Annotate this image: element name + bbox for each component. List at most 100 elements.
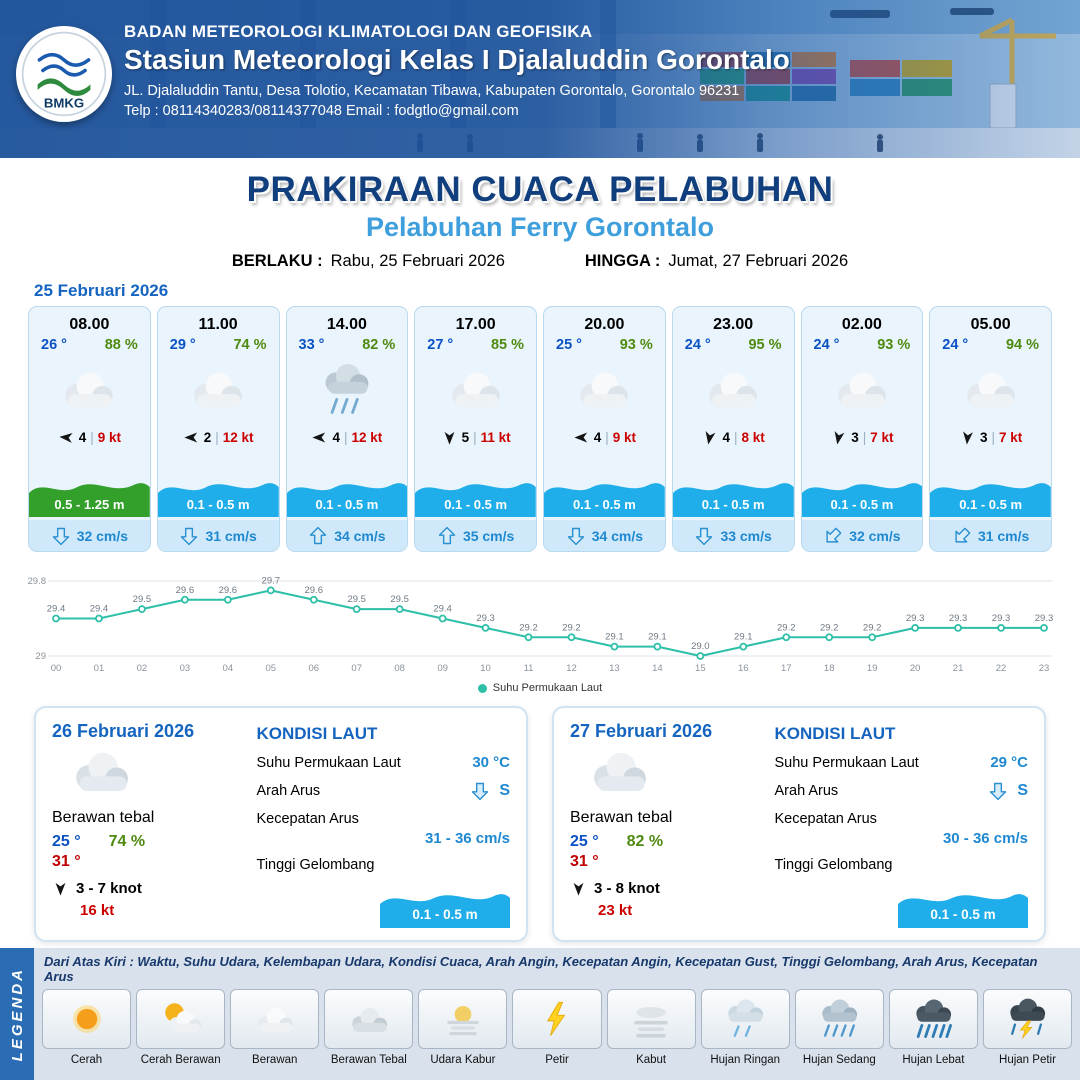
- svg-text:15: 15: [695, 663, 706, 674]
- svg-text:29.8: 29.8: [28, 576, 47, 587]
- current-compass: S: [1017, 782, 1028, 799]
- bmkg-logo-text: BMKG: [44, 95, 84, 110]
- legend-label: Udara Kabur: [430, 1054, 496, 1066]
- legend-label: Cerah: [70, 1054, 103, 1066]
- legend-item-cerah: Cerah: [42, 989, 132, 1066]
- petir-icon: [546, 1001, 566, 1036]
- sst-label: Suhu Permukaan Laut: [256, 754, 401, 771]
- bmkg-logo: BMKG: [16, 26, 112, 122]
- wave-height-band: 0.1 - 0.5 m: [801, 471, 923, 517]
- weather-icon-box: [829, 353, 895, 429]
- legend-note: Dari Atas Kiri : Waktu, Suhu Udara, Kele…: [44, 954, 1038, 984]
- temp-humidity-row: 24 ° 94 %: [930, 334, 1051, 353]
- legend-label: Petir: [545, 1054, 569, 1066]
- separator: |: [90, 430, 94, 445]
- daily-forecast-row: 26 Februari 2026 Berawan tebal 25 ° 74 %…: [34, 706, 1046, 942]
- humidity: 93 %: [877, 337, 911, 353]
- wind-row: 4 | 9 kt: [573, 429, 636, 446]
- wave-height: 0.1 - 0.5 m: [830, 497, 894, 512]
- legend-item-udara-kabur: Udara Kabur: [418, 989, 508, 1066]
- wind-gust: 12 kt: [222, 430, 254, 445]
- legend-dot-icon: [477, 683, 487, 693]
- wave-height: 0.1 - 0.5 m: [930, 907, 996, 922]
- svg-text:29.0: 29.0: [691, 641, 710, 652]
- station-name: Stasiun Meteorologi Kelas I Djalaluddin …: [124, 44, 790, 75]
- separator: |: [733, 430, 738, 445]
- current-compass: S: [499, 782, 510, 799]
- svg-text:29.1: 29.1: [734, 632, 753, 643]
- wind-direction-icon: [573, 882, 584, 896]
- svg-text:29.5: 29.5: [347, 594, 366, 605]
- svg-text:29.4: 29.4: [433, 604, 452, 615]
- weather-icon-box: [571, 353, 637, 429]
- current-dir-label: Arah Arus: [256, 783, 321, 799]
- wind-speed: 3: [979, 430, 988, 445]
- current-dir-value: S: [988, 781, 1028, 801]
- min-temp: 25 °: [570, 833, 599, 850]
- legend-label: Cerah Berawan: [140, 1054, 221, 1066]
- wind-direction-icon: [59, 433, 73, 443]
- current-direction-icon: [52, 527, 69, 545]
- svg-text:29.2: 29.2: [820, 622, 839, 633]
- daily-humidity: 82 %: [626, 833, 664, 850]
- time-label: 23.00: [713, 316, 754, 333]
- legend-label: Kabut: [636, 1054, 667, 1066]
- separator: |: [343, 430, 348, 445]
- legend-sidebar-label: LEGENDA: [8, 966, 26, 1062]
- svg-text:29.6: 29.6: [176, 585, 195, 596]
- temp-humidity-row: 25 ° 93 %: [544, 334, 665, 353]
- legend-icon-box: [982, 989, 1073, 1049]
- chart-series-label: Suhu Permukaan Laut: [492, 682, 603, 694]
- svg-text:29.7: 29.7: [262, 575, 281, 586]
- svg-text:29.2: 29.2: [777, 622, 796, 633]
- time-label: 05.00: [970, 316, 1011, 333]
- svg-text:29: 29: [35, 651, 46, 662]
- wind-row: 3 | 7 kt: [830, 429, 894, 446]
- daily-condition: Berawan tebal: [52, 809, 155, 826]
- legend-label: Hujan Lebat: [902, 1054, 965, 1066]
- legend-icon-box: [700, 989, 790, 1049]
- legend-icon-box: [230, 989, 320, 1049]
- svg-text:29.1: 29.1: [648, 632, 667, 643]
- humidity: 88 %: [104, 337, 138, 353]
- wave-height: 0.1 - 0.5 m: [959, 497, 1023, 512]
- hingga-value: Jumat, 27 Februari 2026: [668, 252, 849, 270]
- hujan-ringan-icon: [728, 999, 764, 1037]
- legend-item-hujan-lebat: Hujan Lebat: [888, 989, 978, 1066]
- daily-wind-speed: 3 - 7 knot: [76, 880, 142, 897]
- humidity: 95 %: [748, 337, 782, 353]
- kabut-icon: [634, 1006, 668, 1038]
- wind-speed: 4: [332, 430, 340, 445]
- legend-item-petir: Petir: [512, 989, 602, 1066]
- current-speed: 34 cm/s: [591, 527, 644, 544]
- svg-text:18: 18: [824, 663, 835, 674]
- berlaku: BERLAKU : Rabu, 25 Februari 2026: [232, 252, 505, 271]
- wave-height-band: 0.1 - 0.5 m: [672, 471, 794, 517]
- svg-text:29.3: 29.3: [476, 613, 495, 624]
- hourly-card-02-00: 02.00 24 ° 93 % 3 | 7 kt 0.1 - 0.5 m: [800, 306, 924, 552]
- separator: |: [605, 430, 609, 445]
- bmkg-logo-icon: BMKG: [21, 31, 107, 117]
- daily-card-27: 27 Februari 2026 Berawan tebal 25 ° 82 %…: [552, 706, 1046, 942]
- svg-text:17: 17: [781, 663, 792, 674]
- wind-speed: 2: [203, 430, 212, 445]
- current-row: 34 cm/s: [286, 520, 408, 551]
- current-speed: 31 cm/s: [205, 527, 257, 544]
- svg-text:16: 16: [738, 663, 749, 674]
- berawan-icon: [65, 372, 114, 408]
- sea-title: KONDISI LAUT: [774, 724, 896, 743]
- svg-text:21: 21: [953, 663, 964, 674]
- svg-text:29.3: 29.3: [906, 613, 925, 624]
- page-subtitle: Pelabuhan Ferry Gorontalo: [365, 212, 715, 242]
- wind-gust: 7 kt: [999, 430, 1023, 445]
- svg-text:29.2: 29.2: [519, 622, 538, 633]
- legend-item-hujan-petir: Hujan Petir: [982, 989, 1073, 1066]
- hourly-card-11-00: 11.00 29 ° 74 % 2 | 12 kt 0.1 - 0.5 m: [156, 306, 280, 552]
- temp-humidity-row: 27 ° 85 %: [415, 334, 536, 353]
- air-temp: 29 °: [169, 337, 196, 353]
- svg-text:29.3: 29.3: [949, 613, 968, 624]
- current-direction-icon: [309, 526, 327, 544]
- wind-speed: 4: [593, 430, 602, 445]
- separator: |: [473, 430, 477, 445]
